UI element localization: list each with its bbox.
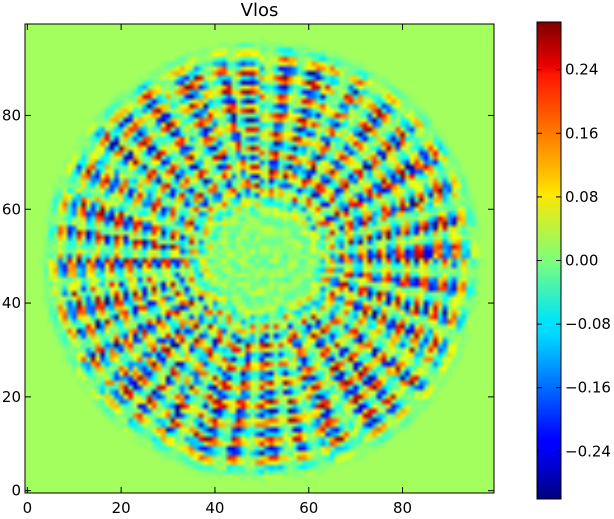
colorbar: −0.24 −0.16 −0.08 0.00 0.08 0.16 0.24	[536, 21, 611, 500]
x-tick-label: 60	[299, 499, 318, 517]
heatmap-image	[25, 24, 494, 493]
y-tick-label: 40	[2, 294, 21, 312]
chart-title: Vlos	[241, 0, 279, 21]
colorbar-tick-label: 0.16	[565, 124, 598, 142]
colorbar-tick-label: −0.24	[565, 442, 611, 460]
y-tick-label: 60	[2, 200, 21, 218]
colorbar-ticks: −0.24 −0.16 −0.08 0.00 0.08 0.16 0.24	[537, 61, 611, 460]
y-tick-label: 20	[2, 388, 21, 406]
axis-ticks: 0 20 40 60 80 0 20 40 60 80	[2, 24, 494, 517]
colorbar-tick-label: 0.08	[565, 188, 598, 206]
y-tick-label: 80	[2, 106, 21, 124]
plot-frame	[24, 23, 495, 494]
colorbar-tick-label: 0.24	[565, 61, 598, 79]
x-tick-label: 80	[393, 499, 412, 517]
colorbar-tick-label: 0.00	[565, 252, 598, 270]
colorbar-tick-label: −0.08	[565, 315, 611, 333]
colorbar-tick-label: −0.16	[565, 379, 611, 397]
heatmap-plot-area: 0 20 40 60 80 0 20 40 60 80	[2, 23, 495, 517]
y-tick-label: 0	[11, 482, 21, 500]
x-tick-label: 0	[23, 499, 33, 517]
x-tick-label: 20	[112, 499, 131, 517]
x-tick-label: 40	[205, 499, 224, 517]
